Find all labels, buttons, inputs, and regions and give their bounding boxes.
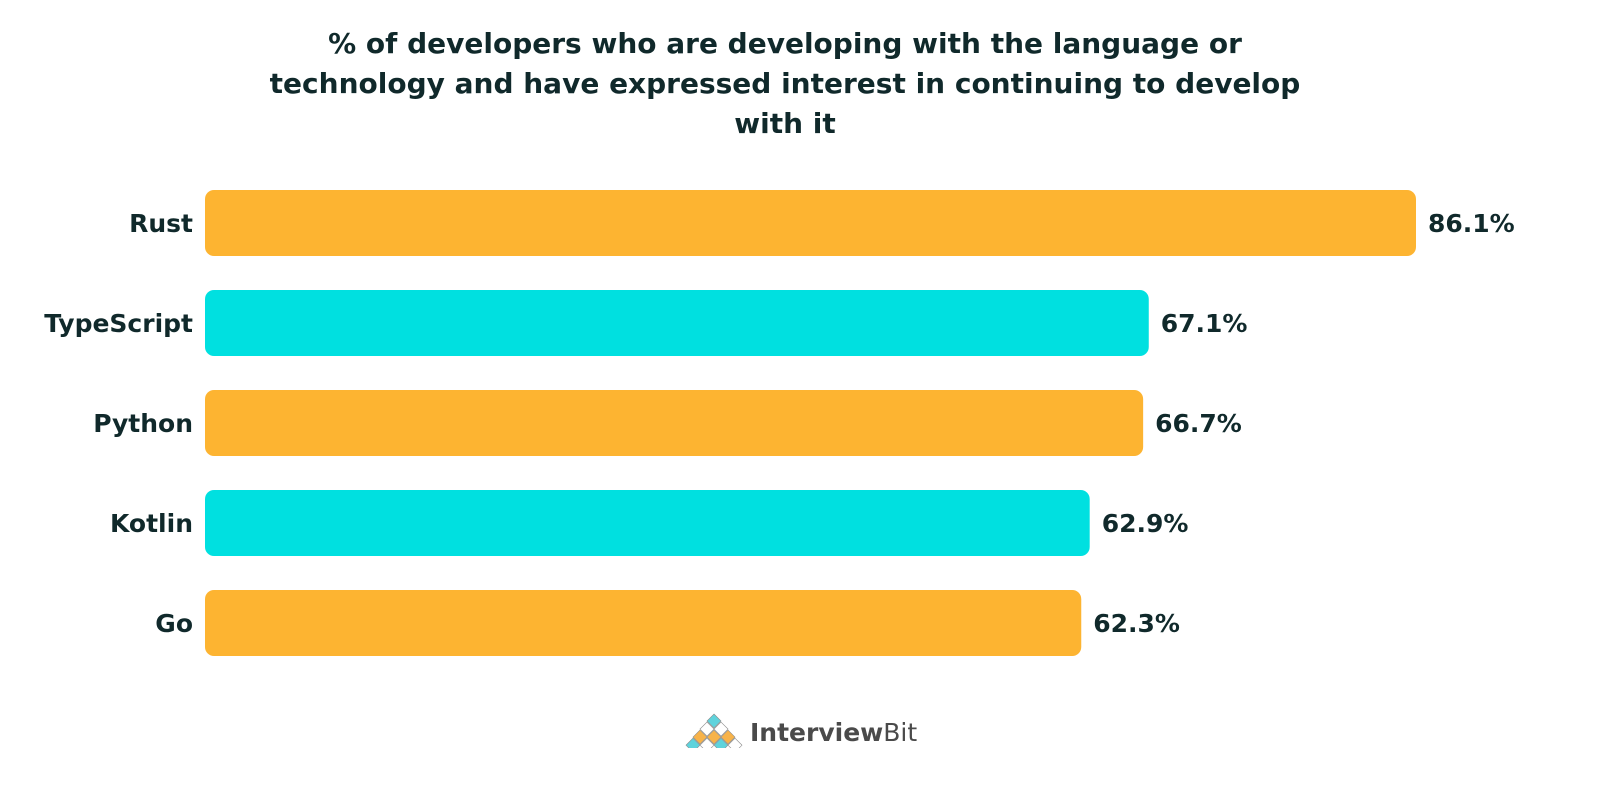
category-label: Rust — [129, 209, 193, 238]
bar-typescript — [205, 290, 1149, 356]
bar-python — [205, 390, 1144, 456]
logo-text-bold: Interview — [750, 718, 884, 747]
logo-diamond — [692, 729, 708, 745]
bar-rust — [205, 190, 1416, 256]
logo-diamond — [713, 737, 729, 748]
category-label: Kotlin — [110, 509, 193, 538]
logo-diamond — [706, 729, 722, 745]
category-label: Python — [93, 409, 193, 438]
category-label: Go — [155, 609, 193, 638]
value-label: 66.7% — [1155, 409, 1242, 438]
pyramid-logo-icon — [685, 713, 743, 748]
bar-go — [205, 590, 1082, 656]
logo-text: InterviewBit — [750, 718, 917, 748]
logo-text-light: Bit — [883, 718, 918, 747]
bar-kotlin — [205, 490, 1090, 556]
logo-diamond — [706, 713, 722, 729]
value-label: 62.9% — [1102, 509, 1189, 538]
value-label: 62.3% — [1093, 609, 1180, 638]
logo-diamond — [699, 721, 715, 737]
category-label: TypeScript — [44, 309, 193, 338]
logo-diamond — [685, 737, 701, 748]
chart-title: % of developers who are developing with … — [269, 27, 1301, 140]
logo-diamond — [699, 737, 715, 748]
logo-diamond — [727, 737, 743, 748]
logo-diamond — [720, 729, 736, 745]
logo-diamond — [713, 721, 729, 737]
value-label: 67.1% — [1161, 309, 1248, 338]
interviewbit-logo: InterviewBit — [684, 712, 917, 748]
value-label: 86.1% — [1428, 209, 1515, 238]
